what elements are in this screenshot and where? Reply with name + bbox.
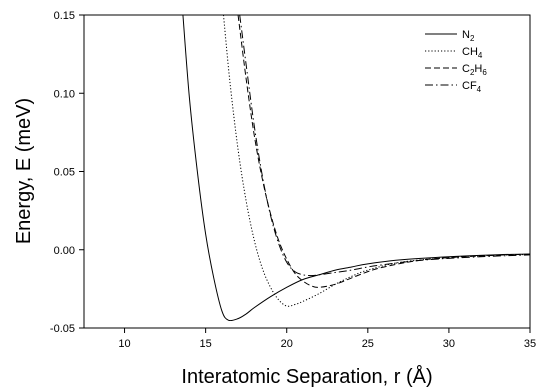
x-tick-label: 15 xyxy=(200,338,212,350)
legend-label-c2h6: C2H6 xyxy=(462,63,487,77)
legend-label-ch4: CH4 xyxy=(462,46,483,60)
y-axis-title: Energy, E (meV) xyxy=(13,98,35,244)
y-tick-label: 0.00 xyxy=(54,245,75,257)
series-line-c2h6 xyxy=(237,15,530,288)
series-line-n2 xyxy=(182,15,530,322)
x-tick-label: 10 xyxy=(118,338,130,350)
legend-label-cf4: CF4 xyxy=(462,80,482,94)
series-line-ch4 xyxy=(222,15,530,307)
y-tick-label: 0.05 xyxy=(54,167,75,179)
y-tick-label: -0.05 xyxy=(50,323,75,335)
y-tick-label: 0.10 xyxy=(54,88,75,100)
legend: N2 CH4 C2H6 CF4 xyxy=(425,29,487,94)
x-tick-label: 25 xyxy=(362,338,374,350)
x-tick-label: 20 xyxy=(281,338,293,350)
legend-label-n2: N2 xyxy=(462,29,475,43)
series-line-cf4 xyxy=(239,15,530,277)
x-tick-label: 35 xyxy=(524,338,536,350)
plot-frame xyxy=(83,14,531,329)
series-layer xyxy=(182,15,530,322)
x-axis-title: Interatomic Separation, r (Å) xyxy=(181,365,432,388)
x-tick-label: 30 xyxy=(443,338,455,350)
y-tick-label: 0.15 xyxy=(54,10,75,22)
ticks-layer: 10 15 20 25 30 35 -0.05 0.00 0.05 0.10 0.15 xyxy=(50,10,536,350)
